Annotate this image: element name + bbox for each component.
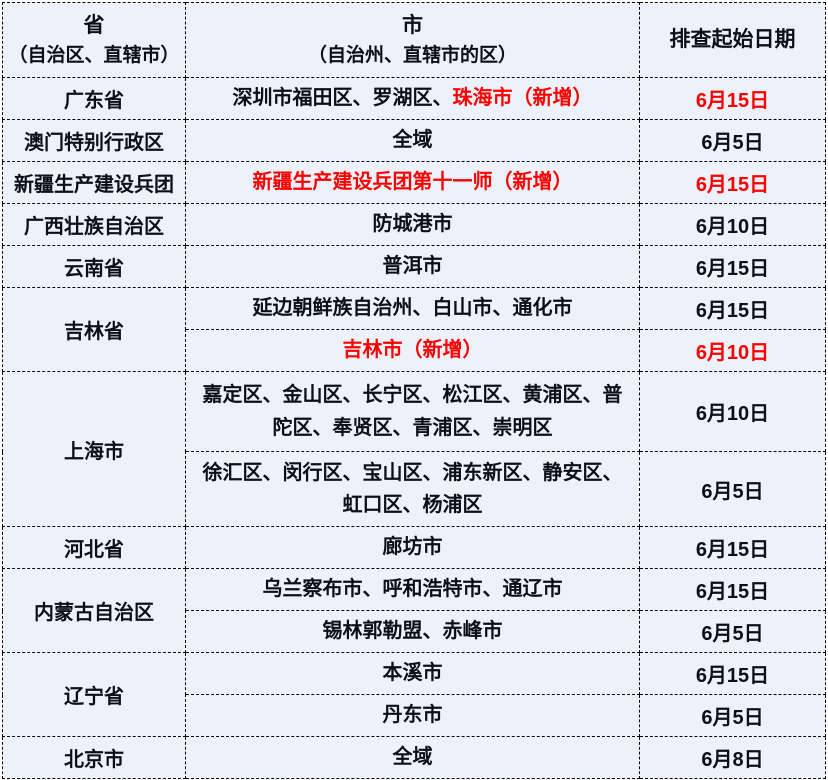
province-cell: 北京市 (2, 736, 186, 779)
city-cell: 全域 (185, 736, 640, 779)
city-cell: 全域 (185, 119, 640, 162)
header-row: 省 （自治区、直辖市） 市 （自治州、直辖市的区） 排查起始日期 (2, 2, 826, 78)
city-cell: 本溪市 (185, 652, 640, 695)
city-text: 普洱市 (382, 255, 443, 278)
province-cell: 广西壮族自治区 (2, 203, 186, 246)
city-text: 廊坊市 (382, 536, 443, 559)
province-cell: 内蒙古自治区 (2, 568, 186, 653)
city-text: 乌兰察布市、呼和浩特市、通辽市 (262, 578, 563, 601)
date-cell: 6月5日 (639, 451, 826, 527)
city-text: 锡林郭勒盟、赤峰市 (322, 620, 503, 643)
table-row: 吉林市（新增） 6月10日 (3, 329, 826, 372)
header-province: 省 （自治区、直辖市） (2, 2, 186, 78)
city-text: 嘉定区、金山区、长宁区、松江区、黄浦区、普陀区、奉贤区、青浦区、崇明区 (202, 384, 623, 439)
table-row: 丹东市 6月5日 (3, 694, 826, 737)
date-cell: 6月15日 (639, 245, 826, 288)
city-text: 全域 (392, 746, 433, 769)
city-text: 徐汇区、闵行区、宝山区、浦东新区、静安区、虹口区、杨浦区 (202, 461, 623, 516)
header-date: 排查起始日期 (639, 2, 826, 78)
table-row: 吉林省 延边朝鲜族自治州、白山市、通化市 6月15日 (2, 287, 826, 372)
date-cell: 6月15日 (639, 77, 826, 120)
city-cell: 丹东市 (185, 694, 640, 737)
table-row: 锡林郭勒盟、赤峰市 6月5日 (3, 610, 826, 653)
table-row: 云南省 普洱市 6月15日 (2, 245, 826, 288)
city-cell: 防城港市 (185, 203, 640, 246)
date-cell: 6月5日 (639, 694, 826, 737)
table-row: 上海市 嘉定区、金山区、长宁区、松江区、黄浦区、普陀区、奉贤区、青浦区、崇明区 … (2, 371, 826, 527)
city-text: 本溪市 (382, 662, 443, 685)
date-cell: 6月10日 (639, 203, 826, 246)
header-province-subtitle: （自治区、直辖市） (8, 44, 180, 66)
city-cell: 普洱市 (185, 245, 640, 288)
date-cell: 6月10日 (639, 329, 826, 372)
header-city-subtitle: （自治州、直辖市的区） (307, 44, 517, 66)
date-cell: 6月15日 (639, 568, 826, 611)
header-city: 市 （自治州、直辖市的区） (185, 2, 640, 78)
city-text-new: 新疆生产建设兵团第十一师（新增） (252, 171, 573, 194)
city-cell: 锡林郭勒盟、赤峰市 (185, 610, 640, 653)
table-row: 徐汇区、闵行区、宝山区、浦东新区、静安区、虹口区、杨浦区 6月5日 (3, 451, 826, 527)
table-row: 新疆生产建设兵团 新疆生产建设兵团第十一师（新增） 6月15日 (2, 161, 826, 204)
header-city-title: 市 (402, 13, 423, 37)
date-cell: 6月10日 (639, 371, 826, 452)
province-cell: 河北省 (2, 526, 186, 569)
date-cell: 6月15日 (639, 652, 826, 695)
city-cell: 延边朝鲜族自治州、白山市、通化市 (185, 287, 640, 330)
province-cell: 吉林省 (2, 287, 186, 372)
city-cell: 吉林市（新增） (185, 329, 640, 372)
city-text-new: 吉林市（新增） (342, 339, 483, 362)
table-row: 广西壮族自治区 防城港市 6月10日 (2, 203, 826, 246)
city-cell: 廊坊市 (185, 526, 640, 569)
city-text: 防城港市 (372, 213, 453, 236)
province-cell: 辽宁省 (2, 652, 186, 737)
city-text: 深圳市福田区、罗湖区、 (232, 87, 453, 110)
date-cell: 6月8日 (639, 736, 826, 779)
city-text-new: 珠海市（新增） (452, 87, 593, 110)
city-text: 延边朝鲜族自治州、白山市、通化市 (252, 297, 573, 320)
province-cell: 云南省 (2, 245, 186, 288)
date-cell: 6月5日 (639, 119, 826, 162)
date-cell: 6月5日 (639, 610, 826, 653)
header-province-title: 省 (83, 13, 105, 37)
table-row: 澳门特别行政区 全域 6月5日 (2, 119, 826, 162)
table-row: 内蒙古自治区 乌兰察布市、呼和浩特市、通辽市 6月15日 (2, 568, 826, 653)
table-row: 辽宁省 本溪市 6月15日 (2, 652, 826, 737)
city-cell: 徐汇区、闵行区、宝山区、浦东新区、静安区、虹口区、杨浦区 (185, 451, 640, 527)
city-cell: 新疆生产建设兵团第十一师（新增） (185, 161, 640, 204)
date-cell: 6月15日 (639, 287, 826, 330)
city-cell: 乌兰察布市、呼和浩特市、通辽市 (185, 568, 640, 611)
city-text: 丹东市 (382, 704, 443, 727)
table-row: 河北省 廊坊市 6月15日 (2, 526, 826, 569)
province-cell: 上海市 (2, 371, 186, 527)
table-row: 广东省 深圳市福田区、罗湖区、珠海市（新增） 6月15日 (2, 77, 826, 120)
date-cell: 6月15日 (639, 161, 826, 204)
date-cell: 6月15日 (639, 526, 826, 569)
city-cell: 嘉定区、金山区、长宁区、松江区、黄浦区、普陀区、奉贤区、青浦区、崇明区 (185, 371, 640, 452)
province-cell: 新疆生产建设兵团 (2, 161, 186, 204)
province-cell: 广东省 (2, 77, 186, 120)
table-row: 北京市 全域 6月8日 (2, 736, 826, 779)
province-cell: 澳门特别行政区 (2, 119, 186, 162)
city-text: 全域 (392, 129, 433, 152)
city-cell: 深圳市福田区、罗湖区、珠海市（新增） (185, 77, 640, 120)
